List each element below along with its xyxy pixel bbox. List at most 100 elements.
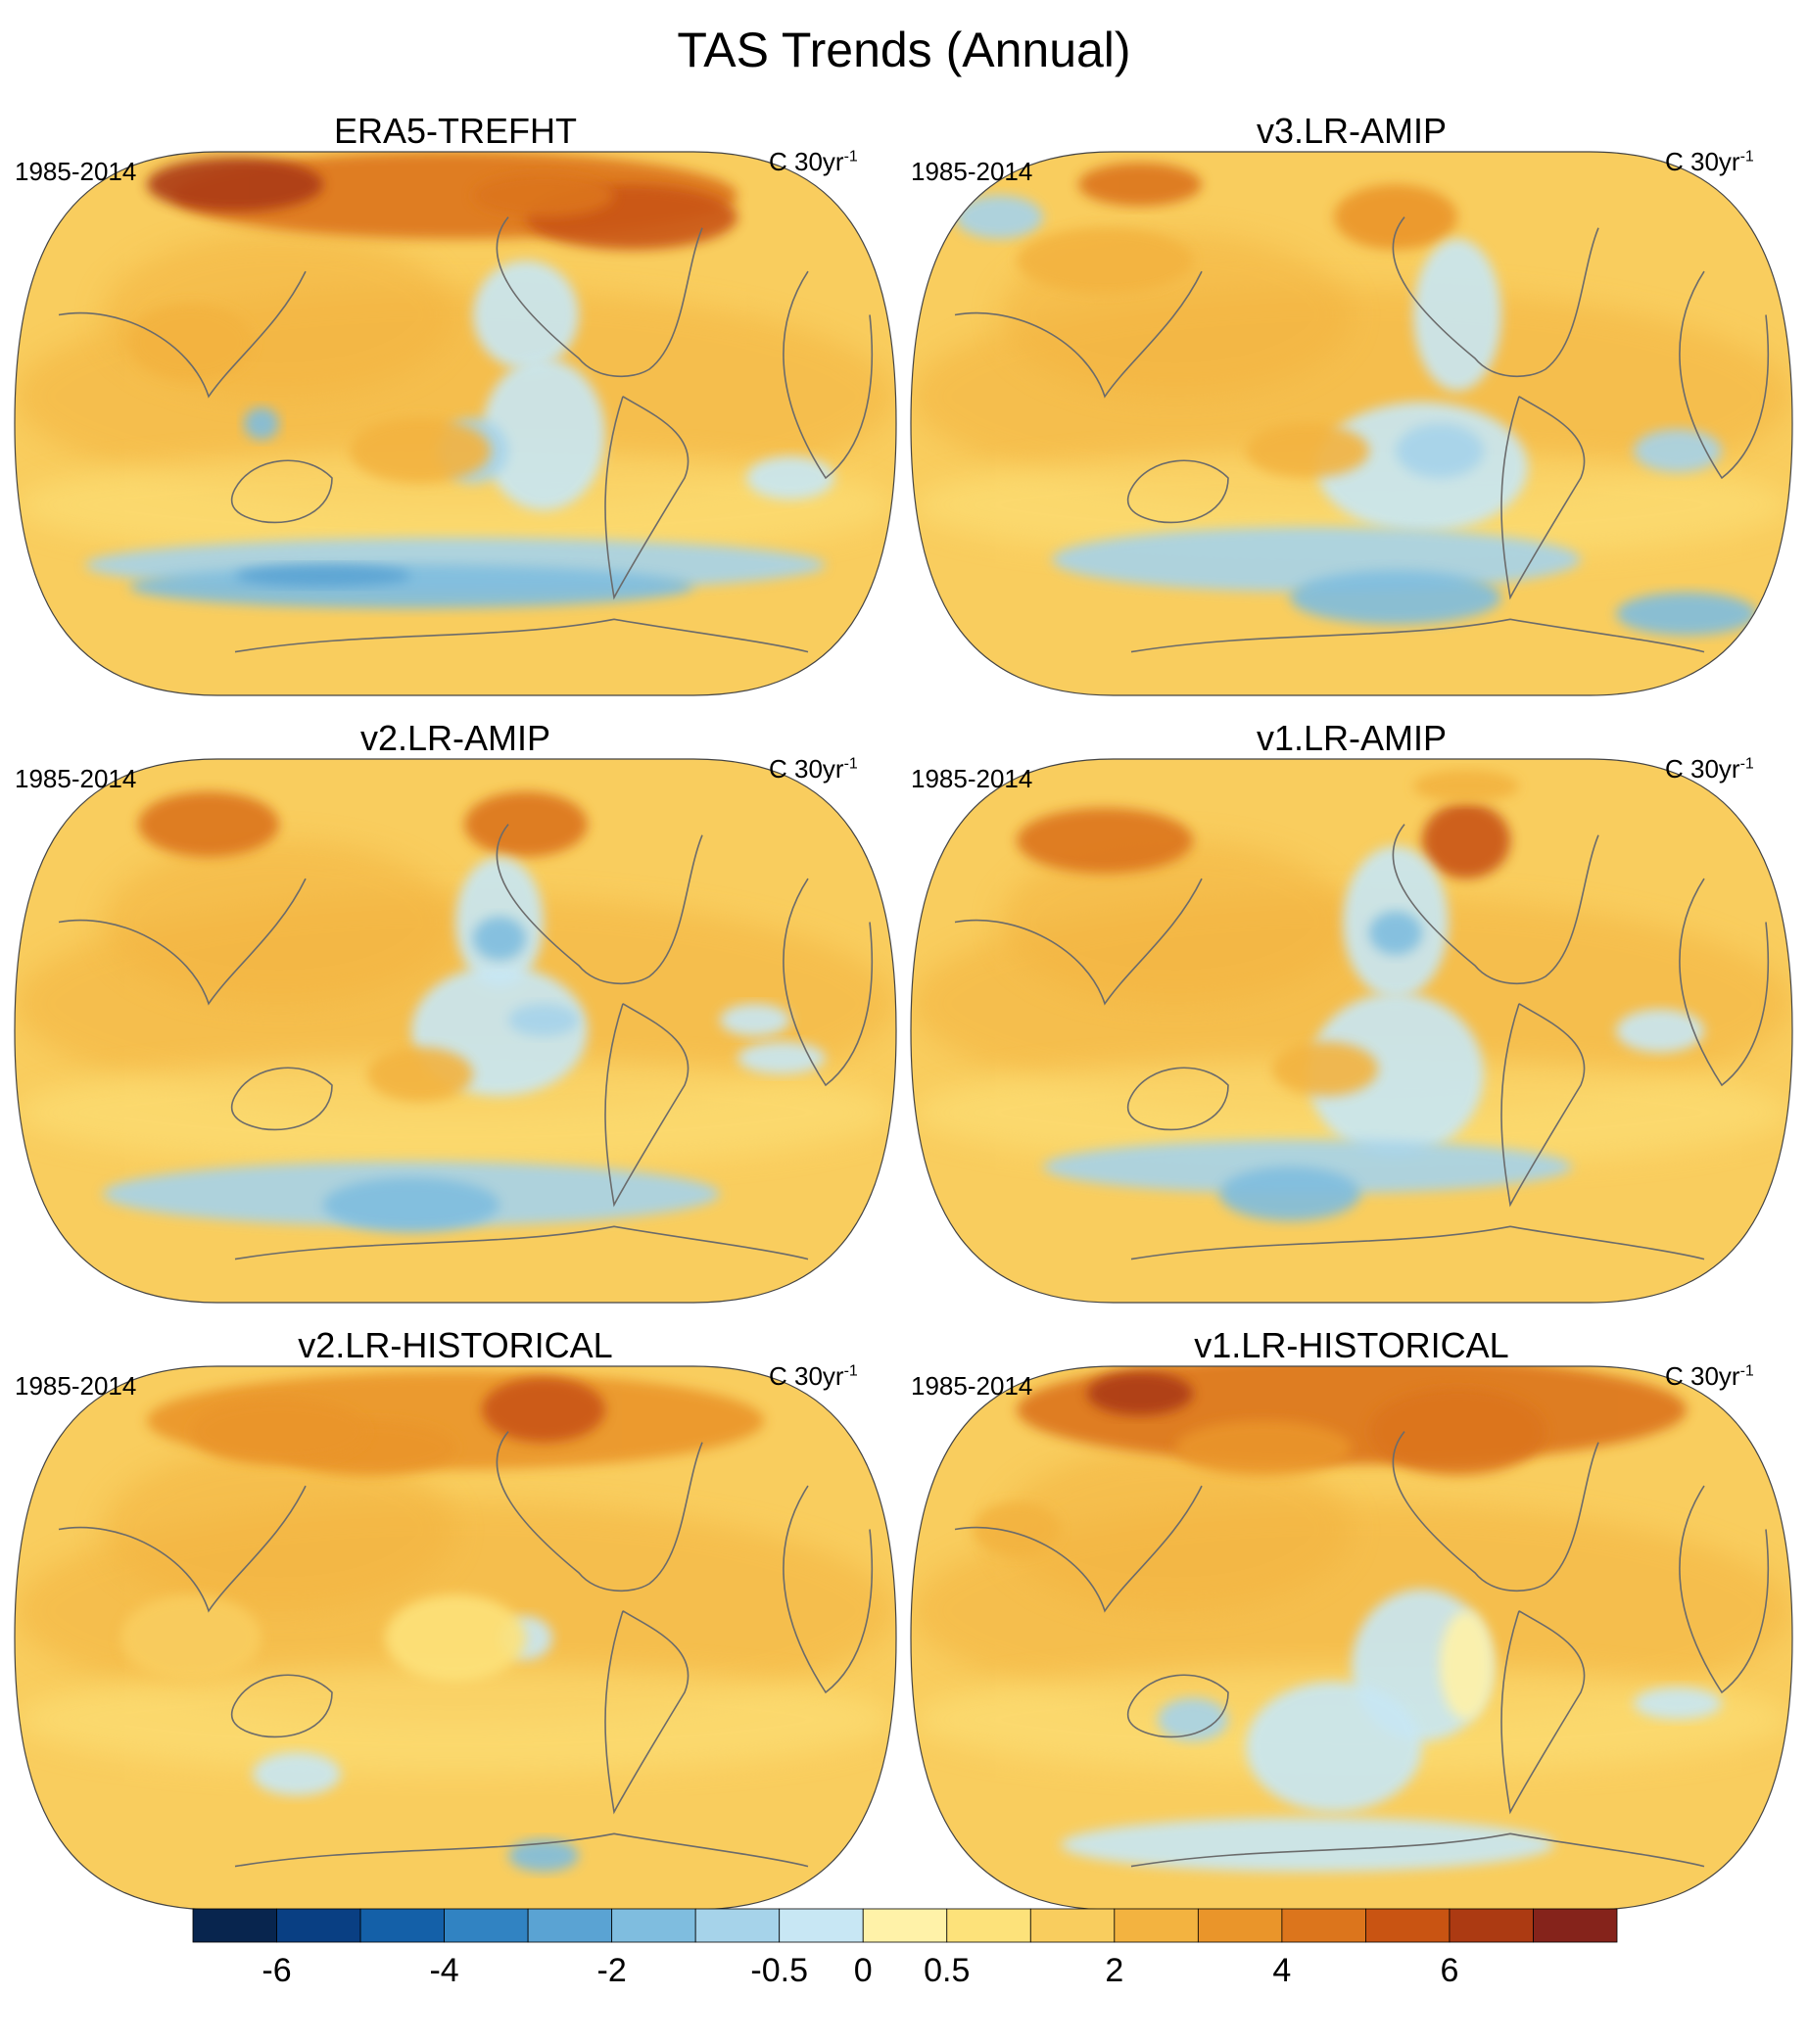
period-label: 1985-2014 — [911, 1371, 1033, 1401]
map-panel — [14, 758, 897, 1304]
map-panel — [14, 1365, 897, 1911]
trend-field — [15, 152, 896, 695]
coastline — [58, 1485, 307, 1613]
trend-anomaly — [1087, 1371, 1193, 1415]
coastline — [230, 459, 333, 524]
period-label: 1985-2014 — [15, 764, 137, 793]
colorbar-tick-label: 2 — [1105, 1952, 1124, 1989]
colorbar-segment — [946, 1908, 1031, 1943]
colorbar-tick-label: -6 — [262, 1952, 292, 1989]
trend-anomaly — [473, 261, 579, 369]
coastline — [230, 1067, 333, 1131]
coastline — [1392, 216, 1599, 378]
trend-anomaly — [1396, 423, 1484, 478]
coastline — [604, 1003, 690, 1208]
coastline — [1679, 878, 1770, 1087]
map-border — [910, 758, 1793, 1304]
panel-title: v1.LR-AMIP — [1256, 718, 1448, 758]
coastline — [604, 396, 690, 600]
period-label: 1985-2014 — [15, 1371, 137, 1401]
trend-anomaly — [1422, 802, 1510, 879]
coastline — [783, 270, 874, 480]
trend-anomaly — [737, 1041, 826, 1074]
coastline — [496, 824, 703, 985]
coastline — [496, 1431, 703, 1592]
trend-anomaly — [473, 916, 526, 961]
trend-anomaly — [138, 791, 279, 857]
coastline — [1130, 1225, 1705, 1260]
coastline — [783, 878, 874, 1087]
coastline — [1130, 618, 1705, 653]
map-panel — [910, 758, 1793, 1304]
trend-anomaly — [235, 564, 411, 588]
trend-anomaly — [508, 1003, 579, 1037]
colorbar-segment — [694, 1908, 781, 1943]
trend-anomaly — [1369, 911, 1422, 955]
panel-title: v1.LR-HISTORICAL — [1194, 1325, 1509, 1365]
colorbar-segment — [527, 1908, 613, 1943]
trend-band — [15, 1665, 896, 1775]
coastline — [1126, 459, 1229, 524]
coastline — [954, 270, 1203, 399]
trend-anomaly — [482, 1377, 605, 1443]
trend-anomaly — [253, 1752, 341, 1796]
colorbar-tick-label: 0.5 — [924, 1952, 971, 1989]
coastline — [1126, 1674, 1229, 1738]
coastline — [783, 1485, 874, 1694]
trend-anomaly — [473, 173, 614, 217]
trend-anomaly — [1334, 184, 1457, 250]
colorbar-segment — [276, 1908, 361, 1943]
trend-field — [911, 152, 1792, 695]
coastline — [1500, 396, 1586, 600]
trend-anomaly — [1078, 163, 1202, 207]
trend-band — [15, 451, 896, 560]
units-label: C 30yr-1 — [769, 754, 858, 784]
coastline — [1392, 824, 1599, 985]
coastline — [954, 1485, 1203, 1613]
trend-anomaly — [147, 157, 323, 213]
colorbar-tick-label: 0 — [853, 1952, 873, 1989]
colorbar-segment — [1449, 1908, 1534, 1943]
map-border — [14, 151, 897, 696]
map-panel — [910, 151, 1793, 696]
period-label: 1985-2014 — [911, 764, 1033, 793]
colorbar-segment — [862, 1908, 948, 1943]
trend-anomaly — [1043, 1139, 1572, 1194]
colorbar-segment — [1365, 1908, 1451, 1943]
trend-anomaly — [1158, 1697, 1228, 1741]
coastline — [230, 1674, 333, 1738]
colorbar-tick-label: 4 — [1272, 1952, 1292, 1989]
map-border — [910, 151, 1793, 696]
coastline — [234, 1832, 809, 1868]
panel-title: v2.LR-HISTORICAL — [298, 1325, 613, 1365]
coastline — [58, 270, 307, 399]
trend-field — [911, 759, 1792, 1303]
colorbar-segment — [444, 1908, 529, 1943]
trend-anomaly — [1246, 1681, 1422, 1813]
trend-anomaly — [1369, 1388, 1546, 1475]
colorbar-segment — [611, 1908, 696, 1943]
units-label: C 30yr-1 — [1665, 1361, 1754, 1391]
trend-anomaly — [129, 304, 253, 381]
trend-anomaly — [1413, 770, 1519, 803]
trend-anomaly — [1061, 1817, 1554, 1873]
colorbar-tick-label: -2 — [596, 1952, 627, 1989]
trend-anomaly — [1634, 429, 1722, 473]
trend-band — [15, 1058, 896, 1167]
trend-anomaly — [120, 1594, 262, 1682]
colorbar-tick-label: -4 — [429, 1952, 459, 1989]
coastline — [234, 1225, 809, 1260]
coastline — [954, 878, 1203, 1006]
trend-anomaly — [1616, 1009, 1704, 1053]
trend-anomaly — [1175, 1420, 1352, 1475]
units-label: C 30yr-1 — [769, 147, 858, 176]
coastline — [1126, 1067, 1229, 1131]
coastline — [604, 1610, 690, 1815]
trend-anomaly — [955, 195, 1043, 239]
units-label: C 30yr-1 — [769, 1361, 858, 1391]
trend-anomaly — [1272, 1041, 1378, 1097]
trend-anomaly — [746, 455, 834, 500]
panel-title: ERA5-TREFHT — [333, 111, 577, 151]
map-panel — [14, 151, 897, 696]
